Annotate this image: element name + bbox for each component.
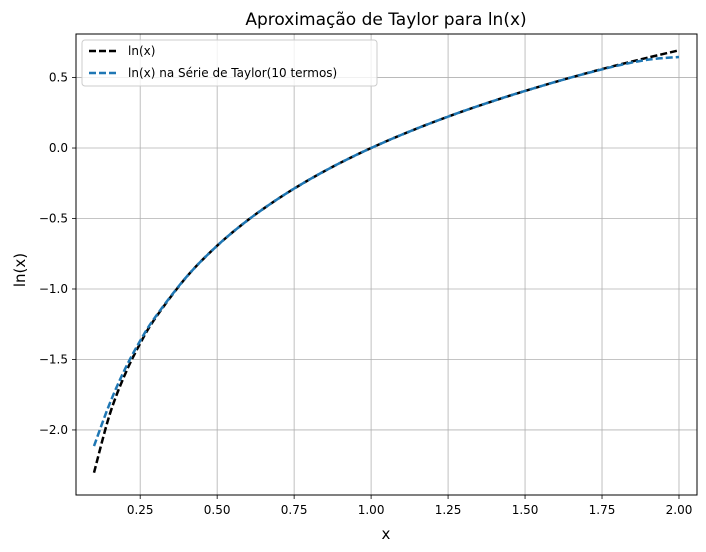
x-tick-label: 0.75 [281,503,308,517]
x-tick-label: 1.75 [589,503,616,517]
y-tick-label: −1.0 [39,282,68,296]
legend-label-taylor: ln(x) na Série de Taylor(10 termos) [128,66,337,80]
y-tick-label: −2.0 [39,423,68,437]
plot-area-frame [75,33,698,496]
y-axis-label: ln(x) [11,253,29,287]
chart-title: Aproximação de Taylor para ln(x) [245,10,526,30]
x-tick-label: 0.25 [127,503,154,517]
legend-box [81,39,378,87]
series-lines [92,49,680,473]
x-axis-label: x [382,525,391,543]
grid [76,34,697,495]
axis-ticks: 0.25 0.50 0.75 1.00 1.25 1.50 1.75 2.00 −2.0 −1.5… [39,71,692,517]
x-tick-label: 0.50 [204,503,231,517]
y-tick-label: −1.5 [39,352,68,366]
y-tick-label: −0.5 [39,212,68,226]
legend: ln(x) ln(x) na Série de Taylor(10 termos… [81,39,378,87]
x-tick-label: 1.25 [435,503,462,517]
x-tick-label: 2.00 [666,503,693,517]
y-tick-label: 0.5 [49,71,68,85]
y-tick-label: 0.0 [49,141,68,155]
legend-label-ln: ln(x) [128,44,155,58]
x-tick-label: 1.00 [358,503,385,517]
x-tick-label: 1.50 [512,503,539,517]
series-line-taylor [92,55,680,447]
